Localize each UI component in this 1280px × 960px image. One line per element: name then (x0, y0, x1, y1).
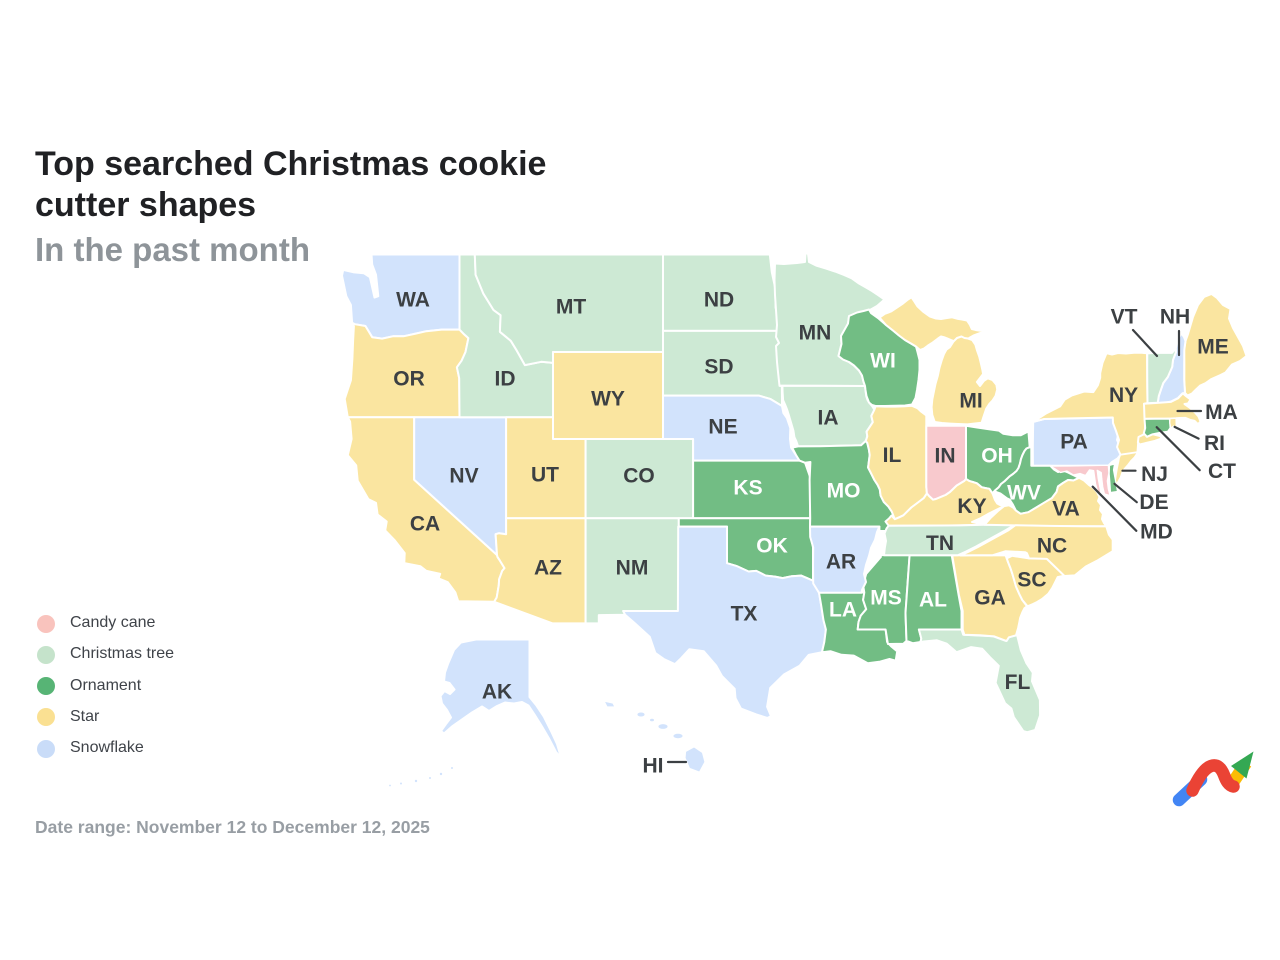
svg-text:RI: RI (1204, 432, 1225, 455)
svg-text:AK: AK (482, 681, 512, 704)
svg-text:PA: PA (1060, 431, 1088, 454)
svg-text:NV: NV (449, 465, 478, 488)
svg-text:DE: DE (1139, 491, 1168, 514)
svg-text:MI: MI (959, 390, 982, 413)
svg-text:ID: ID (495, 368, 516, 391)
svg-text:NJ: NJ (1141, 463, 1168, 486)
svg-text:OH: OH (981, 445, 1013, 468)
svg-text:NH: NH (1160, 306, 1190, 329)
svg-text:NM: NM (616, 557, 649, 580)
svg-text:CA: CA (410, 513, 440, 536)
svg-text:VA: VA (1052, 498, 1080, 521)
svg-text:AZ: AZ (534, 557, 562, 580)
svg-text:SC: SC (1017, 569, 1046, 592)
svg-text:AR: AR (826, 551, 856, 574)
svg-text:OR: OR (393, 368, 425, 391)
svg-text:TN: TN (926, 532, 954, 555)
svg-text:LA: LA (829, 599, 857, 622)
svg-text:MS: MS (870, 587, 902, 610)
svg-text:TX: TX (731, 603, 758, 626)
svg-text:GA: GA (974, 587, 1006, 610)
svg-text:SD: SD (704, 356, 733, 379)
svg-text:IN: IN (935, 445, 956, 468)
svg-text:ND: ND (704, 289, 734, 312)
svg-text:ME: ME (1197, 336, 1229, 359)
svg-text:OK: OK (756, 535, 788, 558)
svg-text:WA: WA (396, 289, 430, 312)
svg-text:CO: CO (623, 465, 655, 488)
svg-text:FL: FL (1005, 671, 1031, 694)
svg-text:KY: KY (957, 495, 986, 518)
svg-text:NE: NE (708, 416, 737, 439)
svg-text:VT: VT (1111, 306, 1138, 329)
svg-text:UT: UT (531, 464, 559, 487)
svg-text:IA: IA (818, 407, 839, 430)
svg-text:MA: MA (1205, 401, 1238, 424)
svg-text:KS: KS (733, 477, 762, 500)
svg-text:HI: HI (643, 755, 664, 778)
svg-text:NY: NY (1109, 384, 1138, 407)
svg-text:MO: MO (827, 480, 861, 503)
svg-text:MT: MT (556, 296, 586, 319)
svg-text:NC: NC (1037, 535, 1067, 558)
svg-text:WV: WV (1007, 482, 1041, 505)
svg-text:AL: AL (919, 589, 947, 612)
svg-text:WI: WI (870, 350, 896, 373)
svg-text:MD: MD (1140, 521, 1173, 544)
svg-text:WY: WY (591, 388, 625, 411)
svg-text:IL: IL (883, 444, 902, 467)
svg-text:CT: CT (1208, 460, 1236, 483)
svg-text:MN: MN (799, 322, 832, 345)
